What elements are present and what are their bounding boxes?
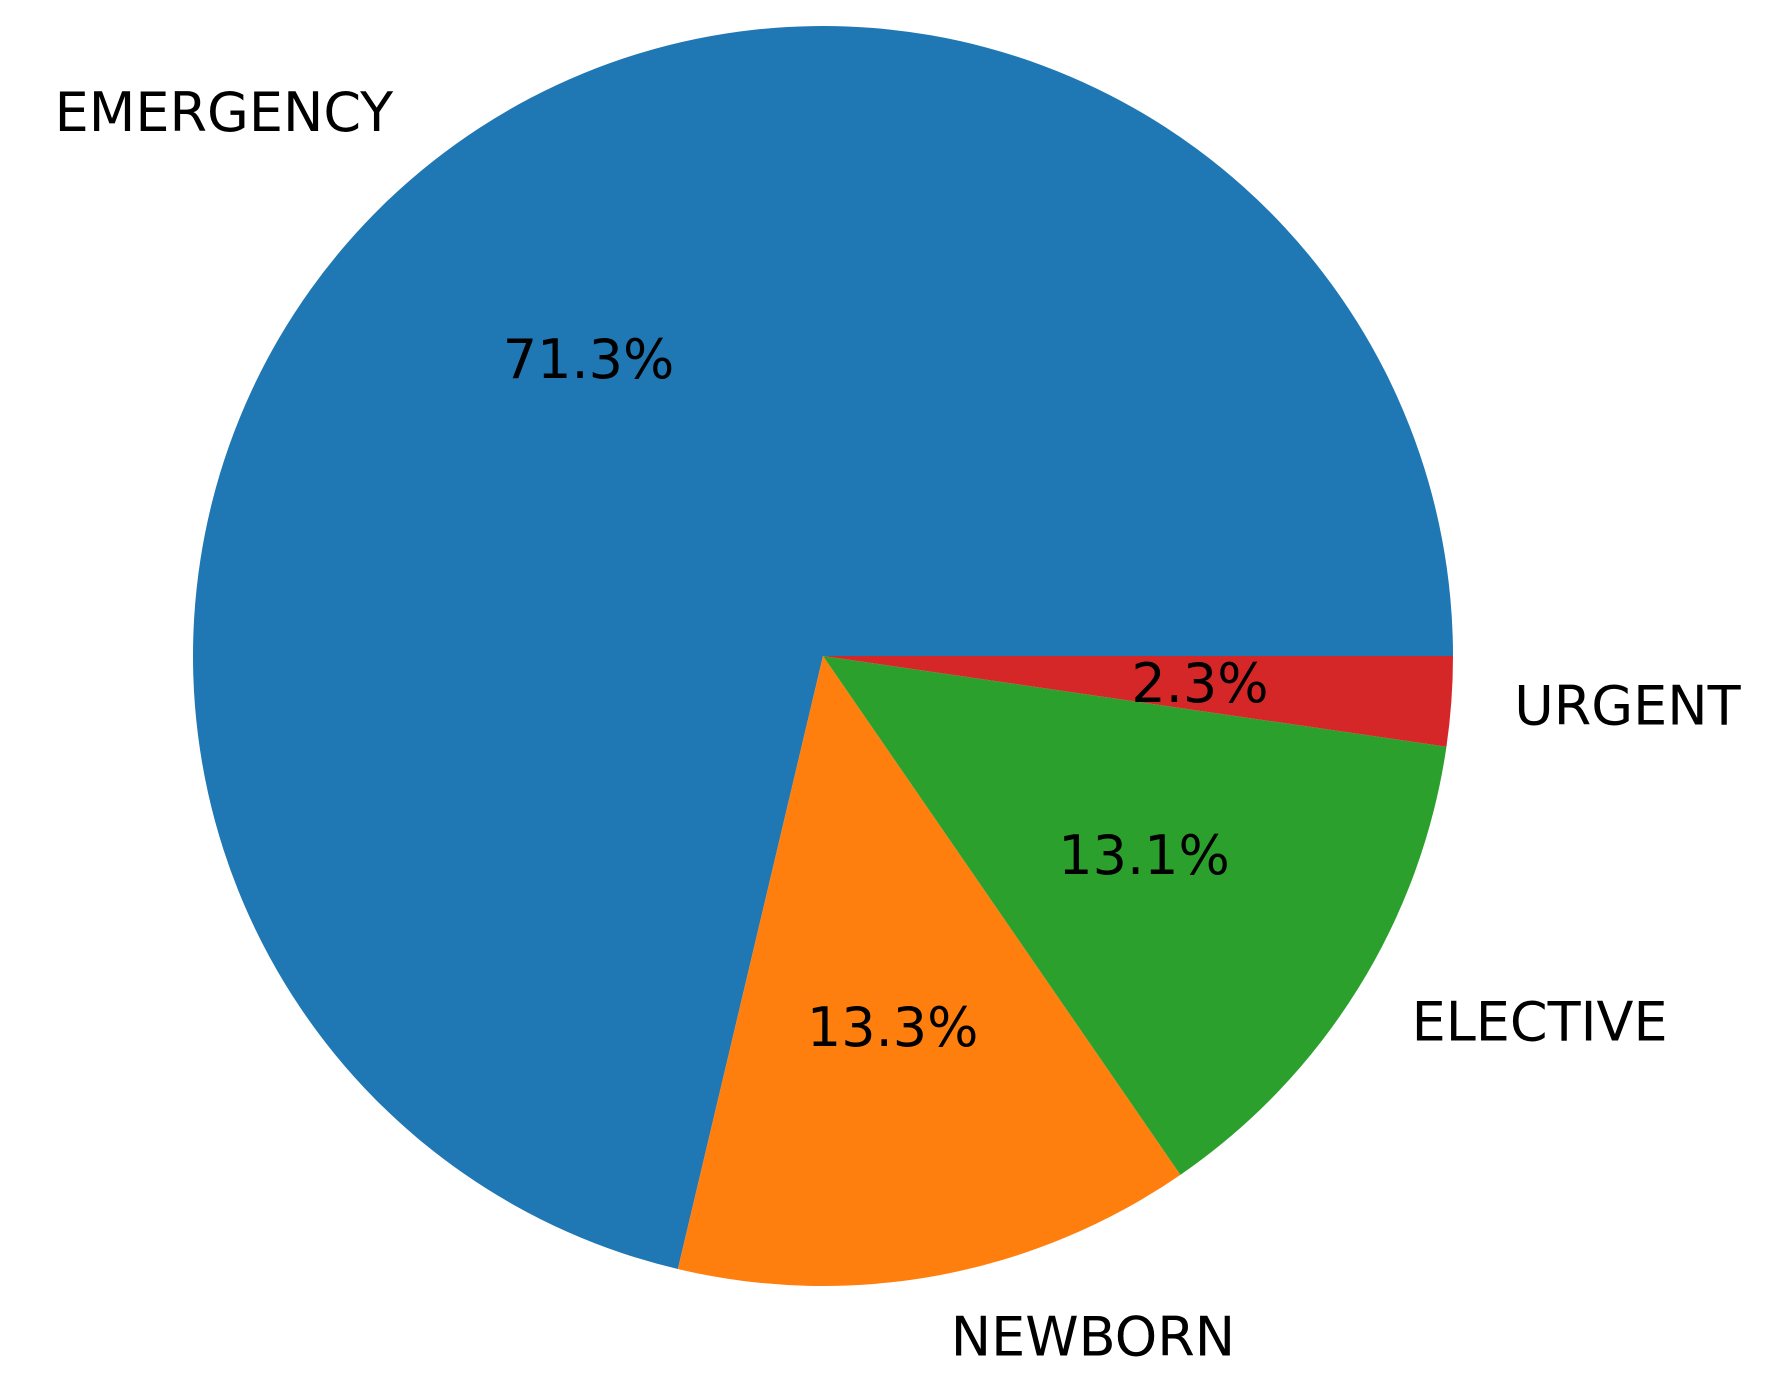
slice-label-urgent: URGENT: [1514, 675, 1741, 738]
pie-slice-elective: [823, 656, 1447, 1175]
slice-label-newborn: NEWBORN: [951, 1306, 1235, 1369]
pie-labels: 71.3% EMERGENCY 13.3% NEWBORN 13.1% ELECTIVE 2…: [55, 81, 1742, 1369]
pct-label-emergency: 71.3%: [503, 328, 675, 391]
pie-slices: [192, 25, 1453, 1286]
pie-slice-newborn: [677, 656, 1181, 1286]
pie-slice-emergency: [192, 25, 1453, 1270]
pct-label-elective: 13.1%: [1058, 824, 1230, 887]
slice-label-elective: ELECTIVE: [1412, 990, 1668, 1053]
pct-label-newborn: 13.3%: [807, 996, 979, 1059]
pie-slice-urgent: [823, 656, 1453, 747]
slice-label-emergency: EMERGENCY: [55, 81, 394, 144]
pct-label-urgent: 2.3%: [1131, 652, 1268, 715]
